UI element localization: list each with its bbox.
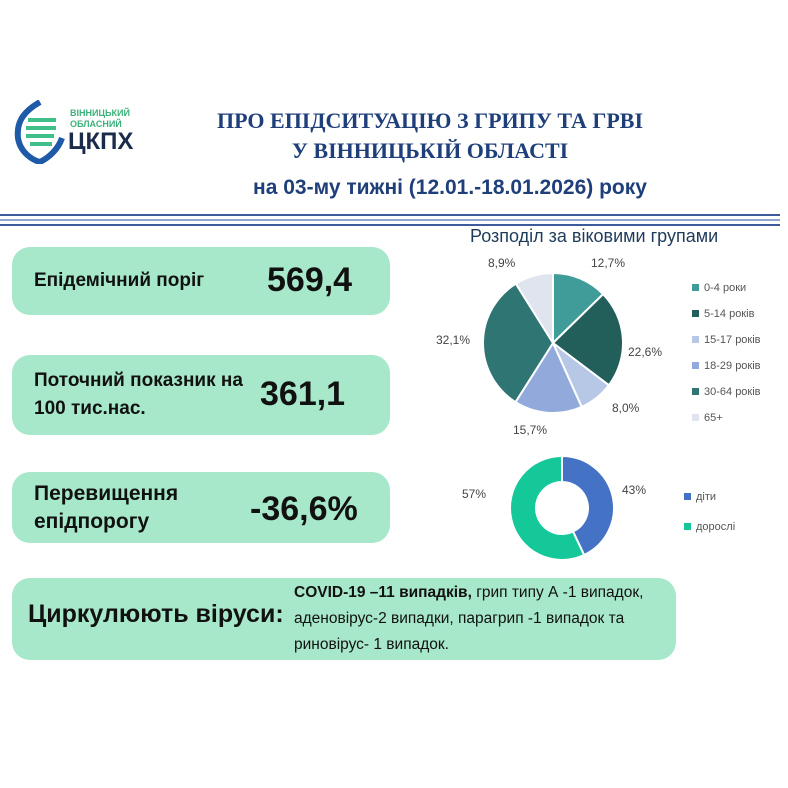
data-label: 8,0% bbox=[612, 401, 640, 415]
legend-swatch bbox=[692, 284, 699, 291]
page-title-line2: У ВІННИЦЬКІЙ ОБЛАСТІ bbox=[291, 138, 569, 163]
divider bbox=[0, 224, 780, 226]
data-label: 22,6% bbox=[628, 345, 662, 359]
chart-title: Розподіл за віковими групами bbox=[470, 226, 719, 246]
slice-діти bbox=[561, 454, 615, 557]
data-label: 43% bbox=[622, 483, 646, 497]
legend-swatch bbox=[692, 310, 699, 317]
stat-value: 361,1 bbox=[260, 375, 346, 413]
data-label: 8,9% bbox=[488, 256, 516, 270]
divider bbox=[0, 214, 780, 216]
stat-card-excess: Перевищення епідпорогу -36,6% bbox=[12, 472, 390, 543]
slice-30-64 років bbox=[482, 282, 555, 404]
logo bbox=[12, 99, 68, 169]
stat-card-current: Поточний показник на 100 тис.нас. 361,1 bbox=[12, 355, 390, 435]
slice-65+ bbox=[514, 271, 554, 347]
legend-item: 0-4 роки bbox=[704, 282, 746, 294]
slice-0-4 роки bbox=[552, 271, 605, 346]
legend-item: 65+ bbox=[704, 412, 723, 424]
logo-shield-icon bbox=[14, 99, 65, 166]
stat-label: Перевищення епідпорогу bbox=[34, 482, 179, 533]
stat-value: 569,4 bbox=[267, 261, 353, 299]
stat-label: Поточний показник на 100 тис.нас. bbox=[34, 370, 243, 419]
stat-label: Епідемічний поріг bbox=[34, 270, 205, 291]
legend-item: 5-14 років bbox=[704, 308, 755, 320]
legend-swatch bbox=[692, 414, 699, 421]
viruses-text: COVID-19 –11 випадків, грип типу А -1 ви… bbox=[294, 584, 644, 653]
slice-дорослі bbox=[509, 454, 586, 561]
legend-item: 30-64 років bbox=[704, 386, 761, 398]
legend-item: 15-17 років bbox=[704, 334, 761, 346]
legend-swatch bbox=[692, 362, 699, 369]
legend-swatch bbox=[692, 388, 699, 395]
legend-swatch bbox=[692, 336, 699, 343]
page-title: ПРО ЕПІДСИТУАЦІЮ З ГРИПУ ТА ГРВІ bbox=[216, 108, 644, 133]
stat-card-threshold: Епідемічний поріг 569,4 bbox=[12, 247, 390, 315]
stat-value: -36,6% bbox=[250, 490, 358, 528]
slice-18-29 років bbox=[514, 340, 583, 414]
legend-item: діти bbox=[696, 491, 716, 503]
data-label: 15,7% bbox=[513, 423, 547, 437]
logo-subtitle: ВІННИЦЬКИЙ ОБЛАСНИЙ bbox=[70, 108, 130, 129]
legend-item: 18-29 років bbox=[704, 360, 761, 372]
slice-5-14 років bbox=[551, 292, 624, 387]
legend-swatch bbox=[684, 523, 691, 530]
data-label: 12,7% bbox=[591, 256, 625, 270]
data-label: 57% bbox=[462, 487, 486, 501]
data-label: 32,1% bbox=[436, 333, 470, 347]
page-subtitle: на 03-му тижні (12.01.-18.01.2026) року bbox=[253, 176, 647, 199]
legend-swatch bbox=[684, 493, 691, 500]
viruses-label: Циркулюють віруси: bbox=[28, 600, 284, 628]
logo-name: ЦКПХ bbox=[68, 128, 134, 155]
viruses-card: Циркулюють віруси: COVID-19 –11 випадків… bbox=[12, 578, 676, 660]
divider bbox=[0, 219, 780, 221]
legend-item: дорослі bbox=[696, 521, 735, 533]
